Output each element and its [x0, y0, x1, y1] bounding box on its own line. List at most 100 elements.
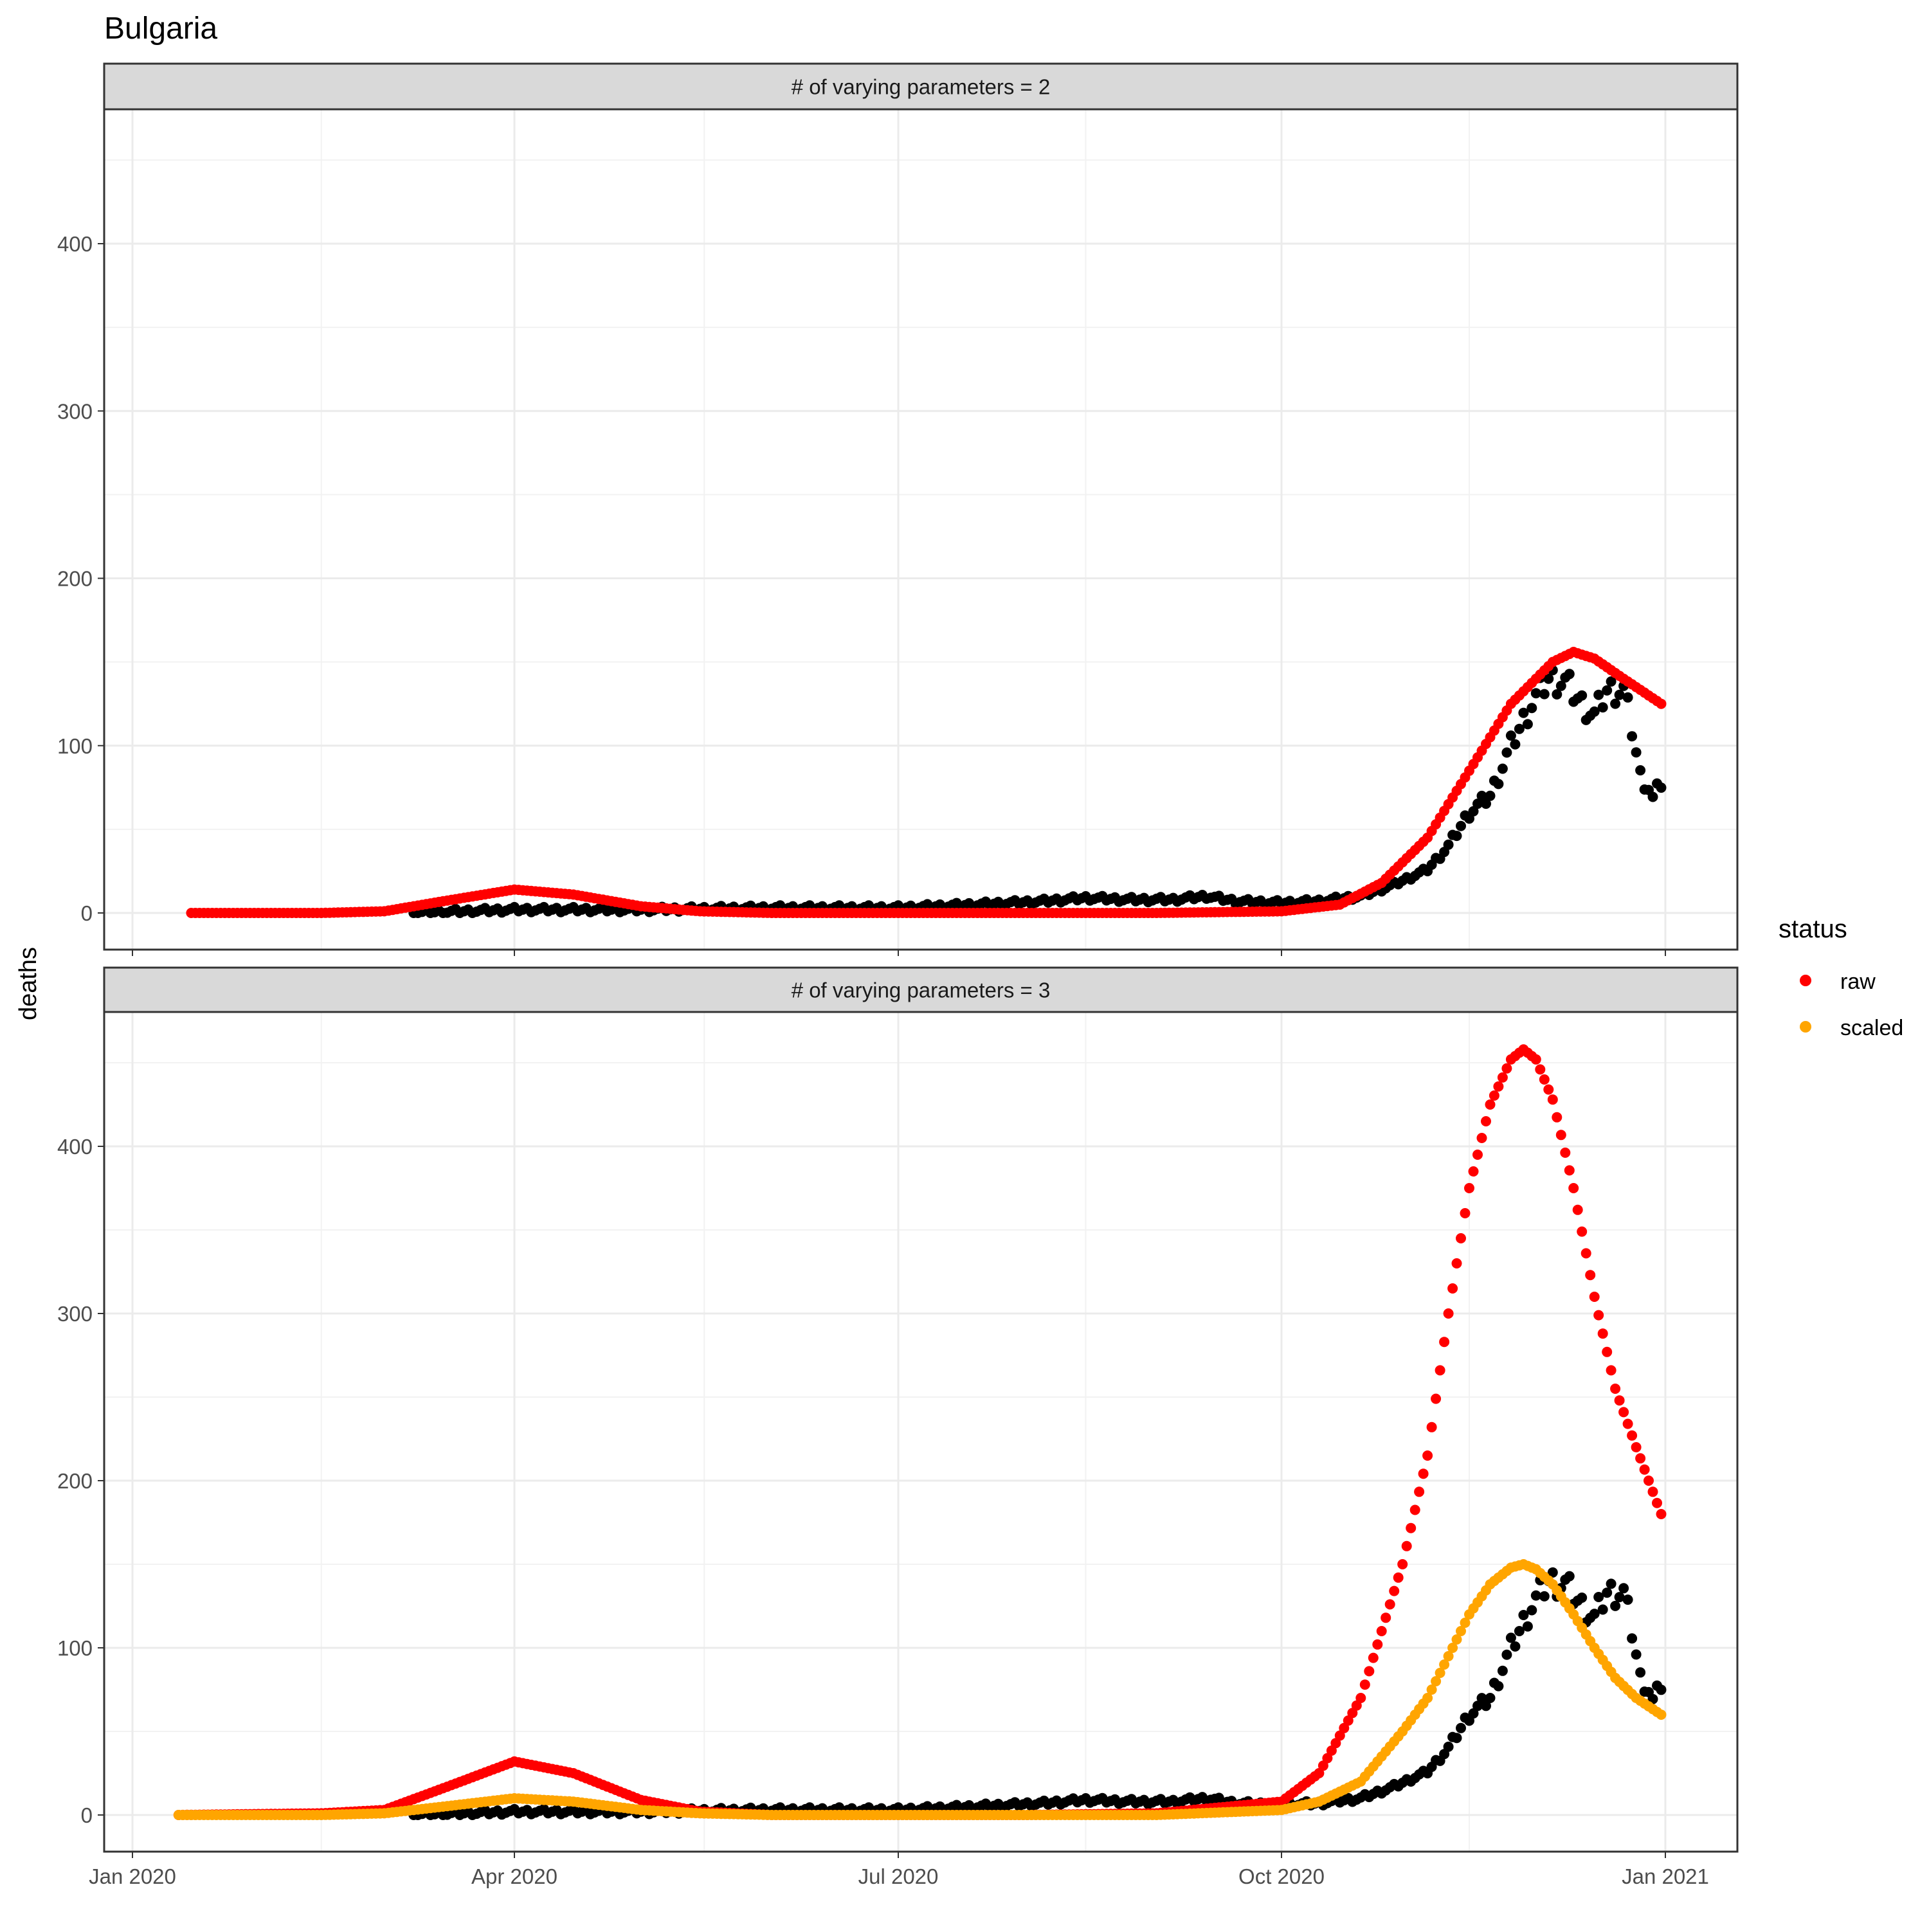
data-point: [1318, 1760, 1328, 1771]
facet-strip-label: # of varying parameters = 2: [792, 75, 1051, 99]
data-point: [1652, 1497, 1662, 1508]
data-point: [1359, 1679, 1370, 1690]
x-tick-label: Apr 2020: [471, 1864, 557, 1888]
data-point: [1522, 719, 1533, 730]
data-point: [1435, 1668, 1445, 1678]
data-point: [1627, 731, 1638, 742]
data-point: [1364, 1666, 1375, 1677]
data-point: [1376, 1626, 1387, 1636]
data-point: [1451, 1634, 1462, 1645]
data-point: [1656, 1710, 1667, 1720]
data-point: [1639, 1464, 1650, 1475]
data-point: [1602, 685, 1613, 696]
data-point: [1485, 1693, 1496, 1703]
data-point: [1384, 1599, 1395, 1610]
data-point: [1526, 703, 1537, 714]
data-point: [1393, 1572, 1404, 1583]
data-point: [1401, 1540, 1412, 1551]
data-point: [1597, 1604, 1608, 1615]
y-tick-label: 200: [57, 567, 93, 591]
data-point: [1564, 669, 1575, 680]
data-point: [1647, 1486, 1658, 1497]
y-tick-label: 0: [81, 901, 93, 925]
data-point: [1497, 1665, 1508, 1676]
data-point: [1614, 1395, 1625, 1406]
data-point: [1564, 1571, 1575, 1582]
legend-scaled-label: scaled: [1840, 1016, 1903, 1040]
data-point: [1555, 680, 1566, 691]
data-point: [1614, 689, 1625, 700]
data-point: [1560, 1147, 1571, 1158]
x-tick-label: Jan 2020: [89, 1864, 176, 1888]
data-point: [1647, 791, 1658, 802]
data-point: [1522, 1621, 1533, 1632]
y-tick-label: 400: [57, 232, 93, 256]
data-point: [1443, 1651, 1454, 1661]
data-point: [1602, 1346, 1613, 1357]
data-point: [1535, 1064, 1546, 1075]
data-point: [1468, 806, 1479, 817]
data-point: [1426, 1422, 1437, 1432]
data-point: [1618, 1407, 1629, 1418]
facet-strip-label: # of varying parameters = 3: [792, 979, 1051, 1002]
legend-scaled-swatch: [1800, 1021, 1811, 1033]
data-point: [1472, 799, 1483, 809]
data-point: [1347, 1708, 1358, 1719]
data-point: [1343, 1715, 1354, 1726]
facet-strip: [103, 62, 1739, 111]
data-point: [1656, 782, 1667, 793]
facet-strip: [103, 966, 1739, 1013]
data-point: [1597, 702, 1608, 713]
data-point: [1622, 692, 1633, 703]
data-point: [1426, 1684, 1437, 1695]
data-point: [1543, 673, 1554, 684]
x-tick-label: Jul 2020: [858, 1864, 939, 1888]
data-point: [1481, 1116, 1491, 1126]
data-point: [1593, 1310, 1604, 1321]
data-point: [1443, 839, 1454, 850]
data-point: [1497, 763, 1508, 774]
data-point: [1585, 1270, 1596, 1281]
data-point: [1431, 1676, 1442, 1686]
data-point: [1443, 1741, 1454, 1752]
data-point: [1485, 1099, 1496, 1110]
data-point: [1422, 1450, 1433, 1461]
data-point: [1447, 1643, 1458, 1653]
data-point: [1381, 1612, 1391, 1623]
data-point: [1610, 1600, 1621, 1611]
legend-raw-label: raw: [1840, 970, 1876, 994]
data-point: [1597, 1328, 1608, 1339]
data-point: [1406, 1522, 1417, 1533]
y-axis-label: deaths: [15, 947, 42, 1020]
plot-background: [104, 1012, 1737, 1852]
data-point: [1460, 1208, 1471, 1218]
data-point: [1589, 1609, 1600, 1620]
data-point: [1530, 1054, 1541, 1065]
data-point: [1493, 1681, 1504, 1692]
data-point: [1622, 1594, 1633, 1605]
y-tick-label: 400: [57, 1135, 93, 1159]
data-point: [1572, 1204, 1583, 1215]
y-tick-label: 300: [57, 1302, 93, 1326]
data-point: [1476, 1693, 1487, 1704]
data-point: [1481, 799, 1491, 809]
data-point: [1631, 747, 1642, 758]
data-point: [1593, 1592, 1604, 1602]
data-point: [1514, 723, 1525, 734]
data-point: [1635, 765, 1646, 776]
y-tick-label: 200: [57, 1469, 93, 1493]
data-point: [1656, 698, 1667, 709]
data-point: [1481, 1701, 1491, 1711]
data-point: [1552, 689, 1562, 700]
data-point: [1552, 1112, 1562, 1123]
data-point: [1422, 1693, 1433, 1703]
y-tick-label: 300: [57, 399, 93, 423]
data-point: [1322, 1753, 1333, 1764]
data-point: [1468, 1166, 1479, 1177]
data-point: [1501, 747, 1512, 758]
data-point: [1656, 1684, 1667, 1695]
data-point: [1330, 1738, 1341, 1749]
data-point: [1409, 1504, 1420, 1515]
plot-background: [104, 109, 1737, 950]
